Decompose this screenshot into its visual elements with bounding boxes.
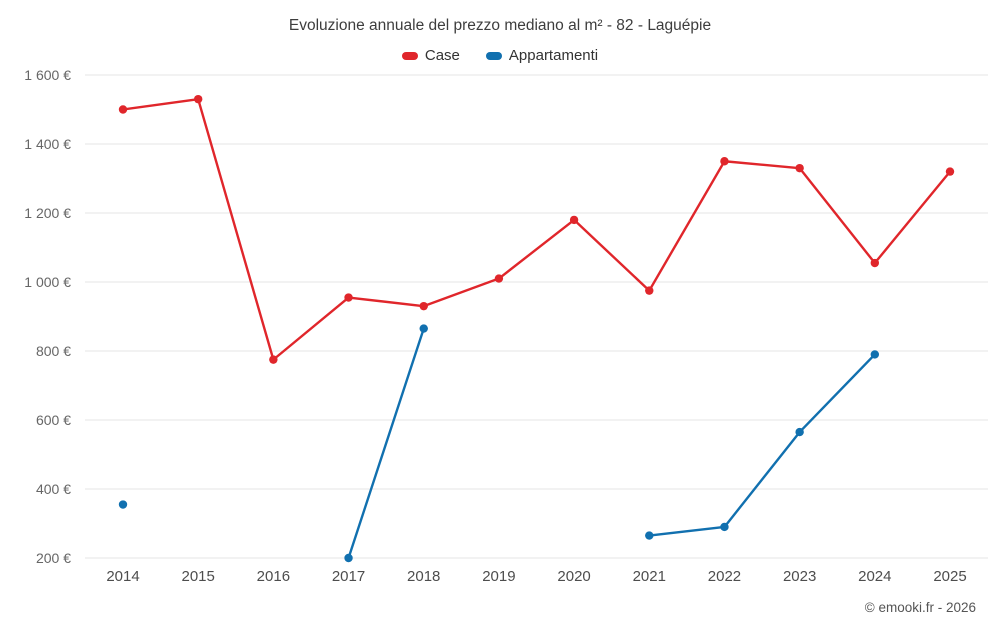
y-tick-label: 1 000 €: [24, 274, 71, 290]
x-tick-label: 2022: [708, 568, 741, 585]
appartamenti-data-point: [344, 553, 353, 563]
case-legend-marker-icon: [401, 51, 418, 60]
appartamenti-data-point: [118, 500, 128, 509]
case-data-point: [945, 167, 955, 176]
legend: Case Appartamenti: [0, 47, 1000, 64]
x-tick-label: 2014: [106, 568, 139, 585]
appartamenti-data-point: [720, 522, 729, 532]
appartamenti-data-point: [645, 531, 654, 540]
chart-title: Evoluzione annuale del prezzo mediano al…: [288, 17, 712, 34]
y-tick-label: 200 €: [36, 550, 71, 566]
x-tick-label: 2023: [783, 568, 816, 585]
case-data-point: [344, 293, 353, 302]
y-tick-label: 400 €: [36, 481, 71, 497]
appartamenti-line: [648, 353, 877, 537]
appartamenti-data-point: [870, 350, 880, 359]
x-tick-label: 2018: [407, 568, 440, 585]
legend-label-appartamenti: Appartamenti: [508, 47, 599, 64]
case-data-point: [720, 157, 729, 166]
x-tick-label: 2025: [933, 568, 966, 585]
case-data-point: [494, 274, 504, 283]
y-tick-label: 800 €: [36, 343, 71, 359]
legend-label-case: Case: [424, 47, 460, 64]
case-data-point: [419, 301, 428, 311]
case-data-point: [118, 105, 128, 114]
x-tick-label: 2024: [858, 568, 891, 585]
case-data-point: [645, 286, 654, 295]
y-tick-label: 1 200 €: [24, 205, 71, 221]
appartamenti-legend-marker-icon: [485, 51, 502, 60]
y-tick-label: 1 600 €: [24, 67, 71, 83]
y-tick-label: 600 €: [36, 412, 71, 428]
appartamenti-data-point: [795, 427, 804, 437]
x-tick-label: 2015: [181, 568, 214, 585]
x-tick-label: 2019: [482, 568, 515, 585]
credit-text: © emooki.fr - 2026: [864, 600, 976, 615]
x-tick-label: 2017: [332, 568, 365, 585]
case-data-point: [269, 355, 278, 364]
case-data-point: [870, 258, 880, 268]
appartamenti-line: [347, 327, 425, 560]
case-data-point: [193, 94, 203, 104]
x-tick-label: 2021: [633, 568, 666, 585]
case-data-point: [569, 215, 579, 225]
case-data-point: [795, 163, 804, 173]
x-tick-label: 2020: [557, 568, 590, 585]
case-line: [121, 97, 952, 361]
legend-item-appartamenti[interactable]: Appartamenti: [485, 47, 599, 64]
appartamenti-data-point: [419, 324, 428, 333]
legend-item-case[interactable]: Case: [401, 47, 460, 64]
x-tick-label: 2016: [257, 568, 290, 585]
y-tick-label: 1 400 €: [24, 136, 71, 152]
